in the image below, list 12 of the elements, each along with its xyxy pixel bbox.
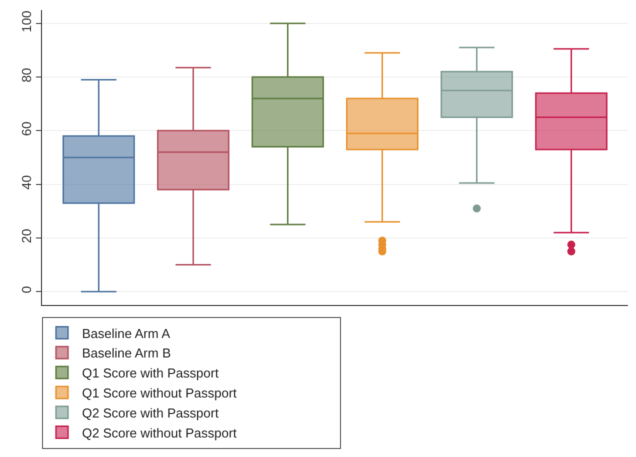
legend-label: Q1 Score with Passport	[82, 366, 219, 381]
y-tick-label: 100	[18, 10, 34, 32]
y-tick-label: 60	[18, 121, 34, 136]
legend-label: Q2 Score without Passport	[82, 425, 238, 440]
y-tick-label: 20	[18, 228, 34, 244]
y-tick-label: 0	[18, 286, 34, 294]
legend-label: Baseline Arm B	[82, 346, 171, 361]
legend-label: Baseline Arm A	[82, 326, 170, 341]
legend-label: Q2 Score with Passport	[82, 405, 219, 420]
legend-label: Q1 Score without Passport	[82, 386, 238, 401]
y-tick-label: 40	[18, 175, 34, 190]
y-tick-label: 80	[18, 68, 34, 82]
